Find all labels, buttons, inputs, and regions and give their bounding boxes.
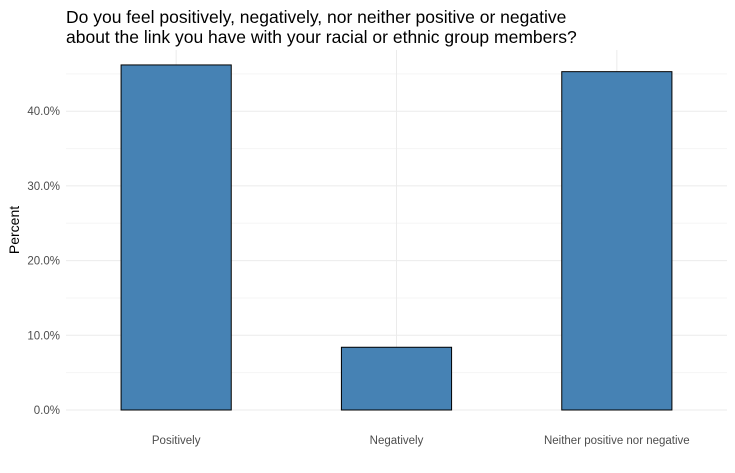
y-tick-label: 40.0% bbox=[27, 106, 60, 118]
chart-title: Do you feel positively, negatively, nor … bbox=[66, 7, 726, 47]
chart-title-line-1: Do you feel positively, negatively, nor … bbox=[66, 7, 567, 27]
bar-negatively bbox=[340, 346, 453, 411]
y-tick-label: 10.0% bbox=[27, 330, 60, 342]
x-tick-label: Positively bbox=[152, 435, 201, 447]
bars bbox=[120, 64, 673, 411]
x-tick-label: Neither positive nor negative bbox=[544, 435, 690, 447]
bar-neither-positive-nor-negative bbox=[561, 71, 673, 411]
y-tick-label: 0.0% bbox=[34, 405, 60, 417]
y-axis-title: Percent bbox=[6, 206, 22, 254]
bar-positively bbox=[120, 64, 232, 411]
x-tick-label: Negatively bbox=[370, 435, 424, 447]
y-tick-label: 30.0% bbox=[27, 181, 60, 193]
y-tick-label: 20.0% bbox=[27, 256, 60, 268]
x-axis-tick-labels: Positively Negatively Neither positive nor… bbox=[152, 435, 690, 447]
chart-title-line-2: about the link you have with your racial… bbox=[66, 27, 577, 47]
y-axis-tick-labels: 0.0% 10.0% 20.0% 30.0% 40.0% bbox=[27, 106, 60, 417]
